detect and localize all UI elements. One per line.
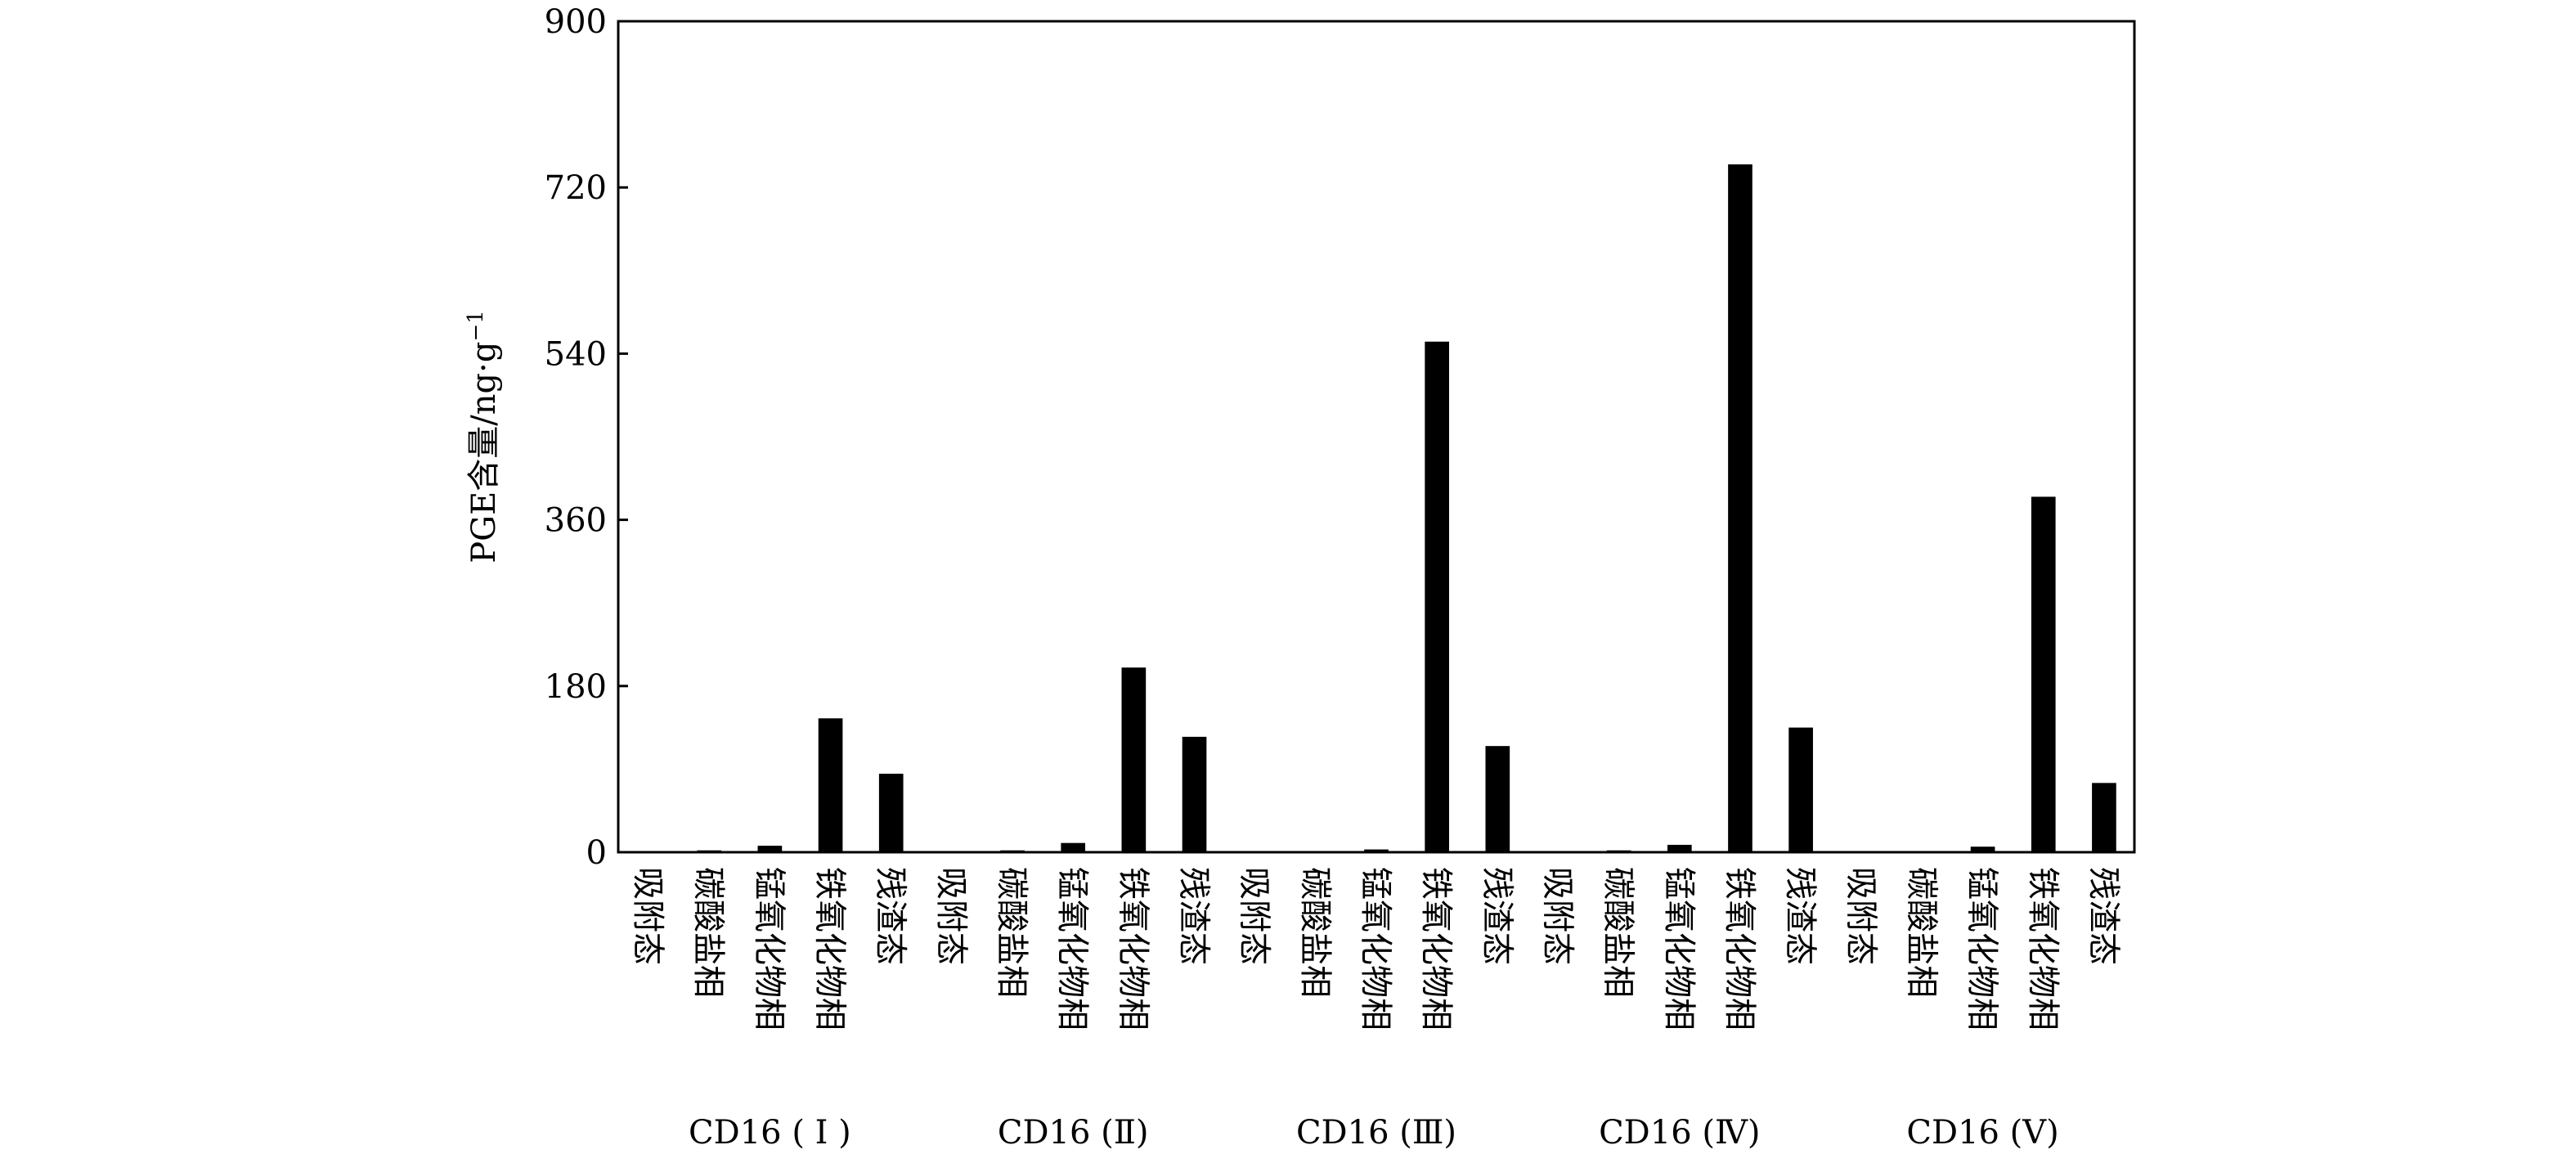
bar xyxy=(878,774,904,852)
category-label: 吸附态 xyxy=(932,867,970,965)
bar xyxy=(757,846,783,852)
y-tick-label: 180 xyxy=(545,668,607,706)
y-tick-label: 540 xyxy=(545,335,607,373)
category-label: 碳酸盐相 xyxy=(993,867,1030,998)
plot-area xyxy=(617,20,2136,854)
y-axis-title: PGE含量/ng·g−1 xyxy=(464,310,503,564)
y-tick-label: 720 xyxy=(545,169,607,207)
category-label: 锰氧化物相 xyxy=(1357,867,1394,1031)
category-label: 吸附态 xyxy=(1236,867,1273,965)
category-label: 锰氧化物相 xyxy=(1660,867,1698,1031)
category-label: 残渣态 xyxy=(2085,867,2122,965)
category-label: 铁氧化物相 xyxy=(811,867,849,1031)
category-label: 残渣态 xyxy=(872,867,909,965)
category-label: 残渣态 xyxy=(1781,867,1819,965)
bars xyxy=(636,164,2116,852)
bar xyxy=(2092,783,2116,852)
category-label: 碳酸盐相 xyxy=(1296,867,1334,998)
category-label: 碳酸盐相 xyxy=(1902,867,1940,998)
category-label: 锰氧化物相 xyxy=(750,867,788,1031)
bar xyxy=(818,718,843,852)
bar xyxy=(636,851,661,852)
group-label: CD16 (Ⅱ) xyxy=(998,1114,1149,1152)
category-label: 吸附态 xyxy=(1842,867,1879,965)
bar xyxy=(697,850,722,852)
bar xyxy=(1970,846,1995,852)
bar xyxy=(1182,736,1207,852)
category-label: 残渣态 xyxy=(1175,867,1213,965)
bar xyxy=(1606,850,1631,852)
y-axis: 0 180 360 540 720 900 xyxy=(545,3,628,872)
bar xyxy=(1304,851,1328,852)
bar xyxy=(1849,851,1874,852)
y-tick-label: 0 xyxy=(586,834,607,872)
bar xyxy=(1728,164,1752,852)
category-label: 铁氧化物相 xyxy=(2024,867,2062,1031)
category-label: 吸附态 xyxy=(629,867,666,965)
bar xyxy=(1910,851,1935,852)
category-label: 铁氧化物相 xyxy=(1114,867,1151,1031)
bar xyxy=(1425,341,1449,852)
group-label: CD16 ( Ⅰ ) xyxy=(689,1114,851,1152)
category-label: 碳酸盐相 xyxy=(689,867,727,998)
category-label: 吸附态 xyxy=(1538,867,1576,965)
category-label: 锰氧化物相 xyxy=(1053,867,1091,1031)
y-axis-title-superscript: −1 xyxy=(464,310,488,341)
y-tick-label: 900 xyxy=(545,3,607,41)
bar xyxy=(2031,496,2056,852)
bar xyxy=(1546,851,1571,852)
category-label: 铁氧化物相 xyxy=(1721,867,1758,1031)
y-axis-title-text: PGE含量/ng·g xyxy=(465,342,503,564)
category-label: 锰氧化物相 xyxy=(1963,867,2001,1031)
bar xyxy=(1242,851,1268,852)
category-label: 碳酸盐相 xyxy=(1600,867,1637,998)
category-label: 铁氧化物相 xyxy=(1417,867,1455,1031)
bar xyxy=(1667,844,1692,852)
group-label: CD16 (Ⅲ) xyxy=(1296,1114,1456,1152)
category-labels: 吸附态 碳酸盐相 锰氧化物相 铁氧化物相 残渣态 吸附态 碳酸盐相 锰氧化物相 铁氧化物相 残渣态… xyxy=(629,867,2122,1031)
bar xyxy=(1364,849,1389,852)
group-labels: CD16 ( Ⅰ ) CD16 (Ⅱ) CD16 (Ⅲ) CD16 (Ⅳ) CD16 (… xyxy=(689,1114,2059,1152)
group-label: CD16 (Ⅳ) xyxy=(1599,1114,1760,1152)
bar xyxy=(1788,727,1813,852)
bar xyxy=(1000,850,1025,852)
y-tick-label: 360 xyxy=(545,502,607,540)
category-label: 残渣态 xyxy=(1478,867,1515,965)
bar xyxy=(1061,842,1086,852)
group-label: CD16 (Ⅴ) xyxy=(1906,1114,2058,1152)
bar xyxy=(1121,667,1147,852)
bar xyxy=(940,851,964,852)
bar xyxy=(1485,746,1510,852)
